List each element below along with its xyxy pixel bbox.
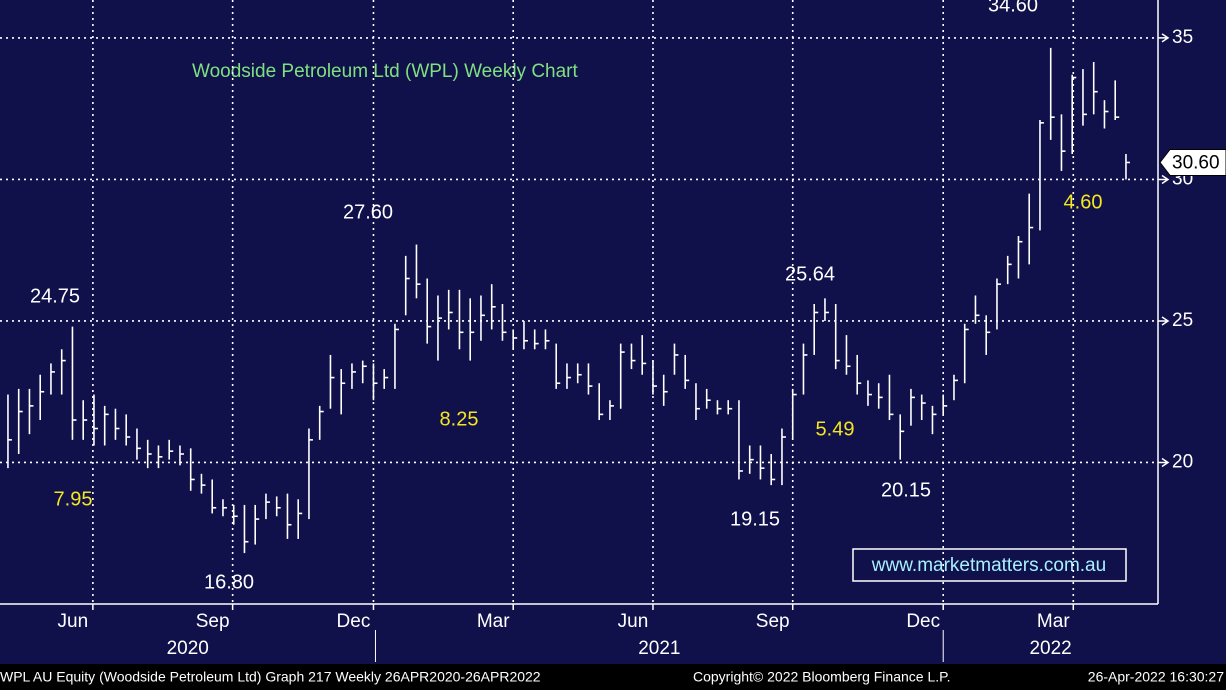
x-tick-label: Sep	[196, 611, 230, 632]
year-label: 2022	[1029, 638, 1071, 659]
footer-left: WPL AU Equity (Woodside Petroleum Ltd) G…	[0, 669, 541, 685]
x-tick-label: Jun	[58, 611, 89, 632]
move-annotation: 4.60	[1064, 191, 1103, 213]
x-tick-label: Mar	[1037, 611, 1070, 632]
year-label: 2020	[167, 638, 209, 659]
price-annotation: 34.60	[988, 0, 1038, 16]
x-tick-label: Sep	[756, 611, 790, 632]
price-annotation: 20.15	[881, 479, 931, 501]
last-price-box	[1159, 148, 1226, 176]
x-tick-label: Dec	[337, 611, 371, 632]
y-tick	[1158, 33, 1170, 43]
y-tick-label: 35	[1172, 27, 1193, 48]
price-annotation: 16.80	[204, 571, 254, 593]
last-price-label: 30.60	[1172, 152, 1220, 173]
price-annotation: 25.64	[785, 263, 835, 285]
x-tick-label: Mar	[477, 611, 510, 632]
watermark-box	[852, 548, 1127, 582]
price-annotation: 19.15	[730, 508, 780, 530]
y-tick	[1158, 316, 1170, 326]
move-annotation: 8.25	[440, 408, 479, 430]
price-annotation: 27.60	[343, 201, 393, 223]
watermark: www.marketmatters.com.au	[871, 555, 1106, 576]
y-tick	[1158, 457, 1170, 468]
year-label: 2021	[638, 638, 680, 659]
price-annotation: 24.75	[30, 285, 80, 307]
move-annotation: 5.49	[816, 418, 855, 440]
y-tick	[1158, 174, 1170, 185]
x-tick-label: Jun	[618, 611, 649, 632]
chart-title: Woodside Petroleum Ltd (WPL) Weekly Char…	[192, 61, 579, 82]
x-tick-label: Dec	[906, 611, 940, 632]
footer-center: Copyright© 2022 Bloomberg Finance L.P.	[693, 669, 951, 685]
y-tick-label: 25	[1172, 310, 1193, 331]
move-annotation: 7.95	[54, 488, 93, 510]
footer-right: 26-Apr-2022 16:30:27	[1088, 669, 1224, 685]
y-tick-label: 20	[1172, 451, 1193, 472]
footer-band	[0, 664, 1226, 690]
